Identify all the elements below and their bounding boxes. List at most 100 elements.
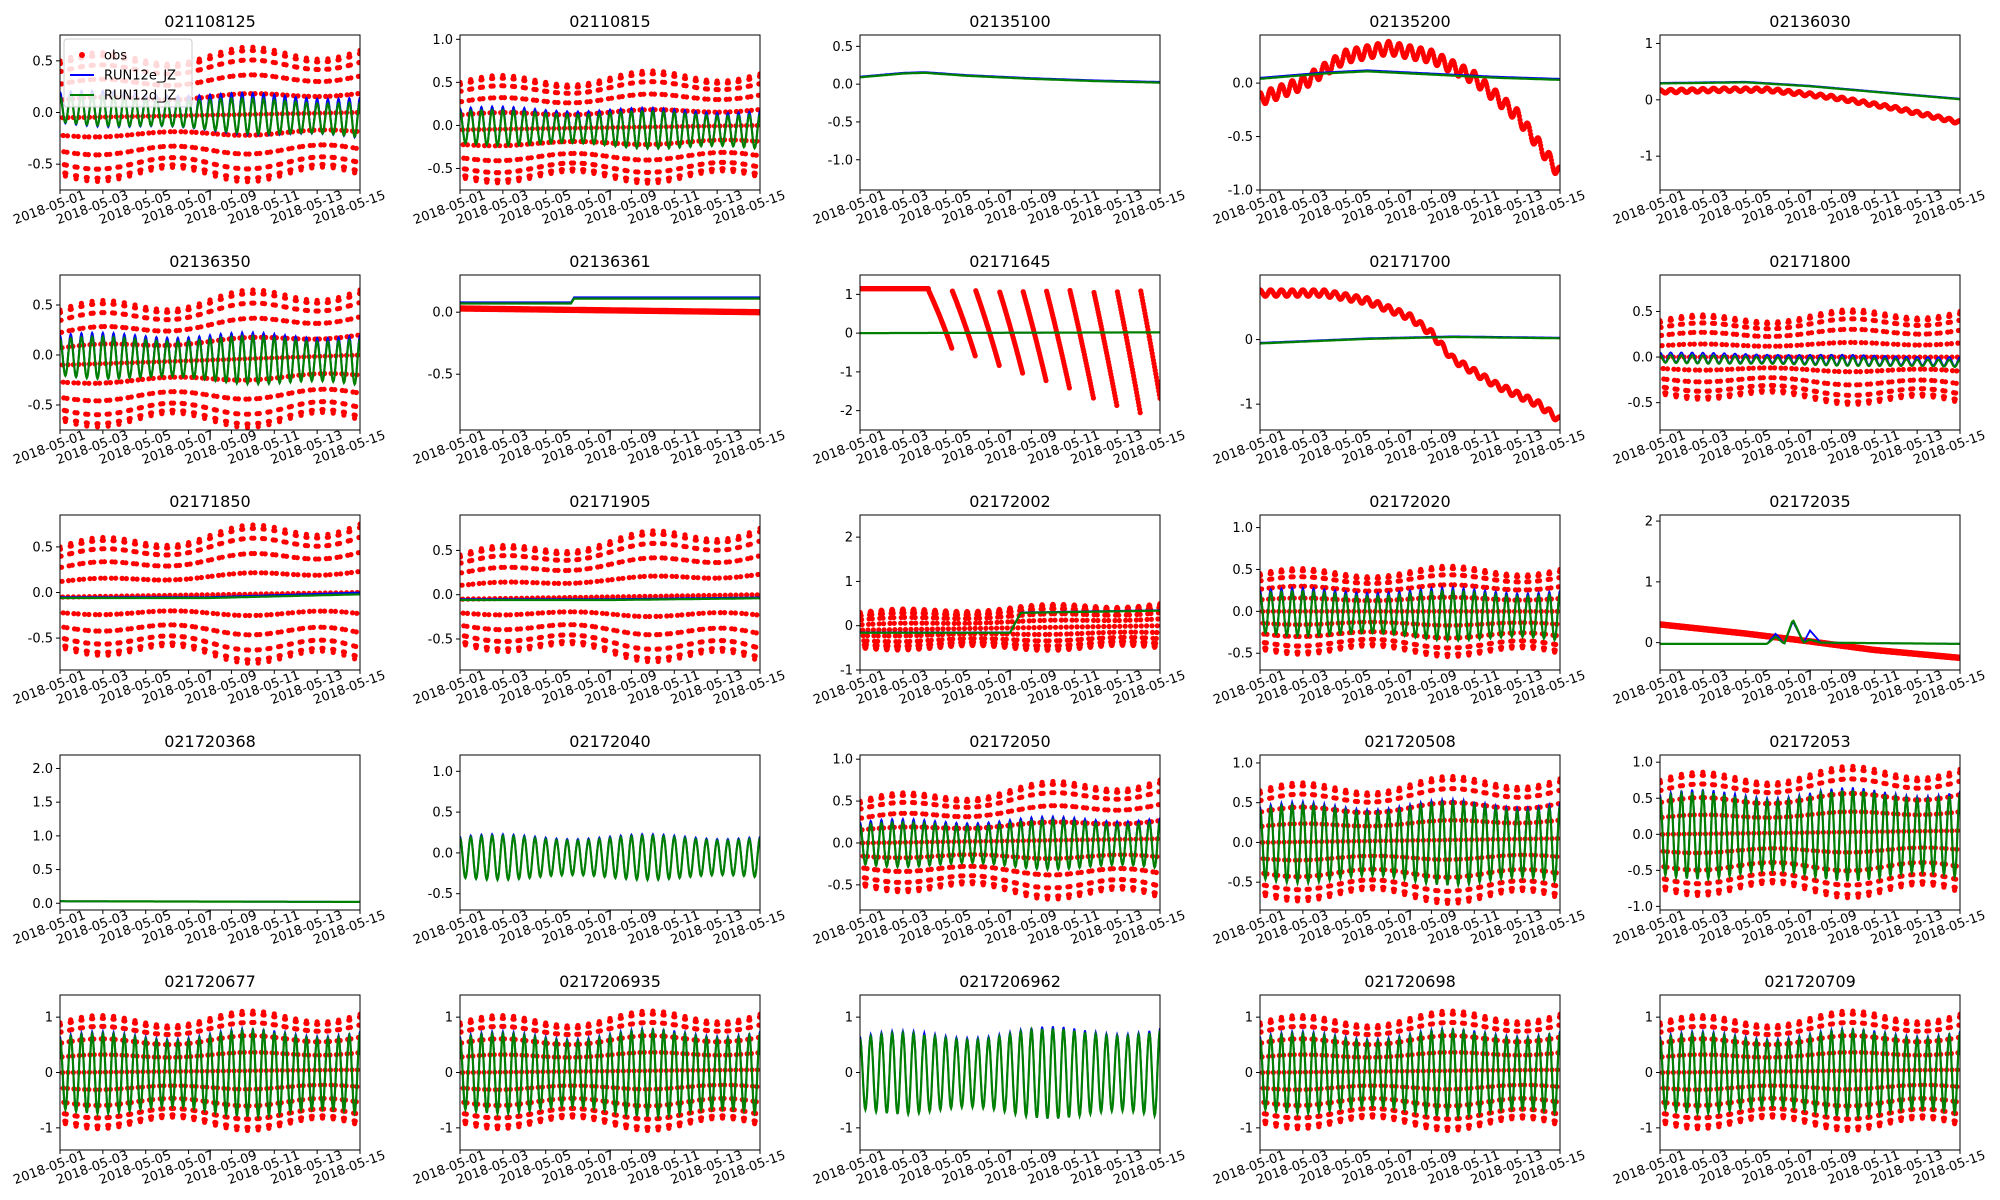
obs-point: [60, 379, 66, 385]
series-run12e-jz: [460, 296, 760, 304]
obs-point: [160, 401, 166, 407]
y-tick-label: 0.0: [832, 78, 853, 93]
obs-point: [214, 131, 221, 137]
obs-point: [284, 318, 290, 324]
obs-point: [555, 99, 561, 106]
obs-point: [1712, 320, 1718, 326]
obs-point: [1805, 341, 1811, 348]
obs-point: [236, 612, 242, 618]
obs-point: [250, 290, 256, 296]
obs-point: [479, 77, 485, 83]
obs-point: [262, 58, 268, 64]
obs-point: [256, 175, 262, 181]
obs-point: [90, 310, 96, 316]
obs-point: [261, 526, 267, 532]
obs-point: [532, 80, 539, 86]
obs-point: [1856, 399, 1862, 405]
axes-frame: [59, 274, 361, 431]
obs-point: [71, 133, 77, 139]
obs-point: [1776, 325, 1782, 331]
obs-point: [262, 551, 268, 557]
obs-point: [262, 536, 268, 542]
obs-point: [321, 154, 327, 160]
obs-point: [218, 296, 224, 302]
y-tick-label: -0.5: [428, 368, 453, 383]
obs-point: [560, 160, 566, 166]
obs-point: [241, 570, 247, 576]
obs-point: [755, 92, 760, 98]
obs-point: [650, 71, 657, 77]
obs-point: [1937, 330, 1943, 336]
obs-point: [1741, 342, 1747, 349]
obs-point: [128, 626, 134, 632]
obs-point: [85, 627, 91, 634]
obs-point: [323, 93, 329, 99]
obs-point: [166, 563, 172, 569]
obs-point: [101, 323, 108, 330]
obs-point: [474, 168, 480, 174]
obs-point: [257, 612, 263, 618]
obs-point: [517, 156, 524, 162]
obs-point: [355, 91, 360, 97]
obs-point: [1926, 331, 1933, 337]
obs-point: [280, 571, 286, 577]
obs-point: [272, 528, 278, 534]
obs-point: [1696, 388, 1702, 394]
obs-point: [1777, 343, 1783, 349]
obs-point: [107, 397, 113, 403]
obs-point: [704, 79, 710, 85]
obs-point: [114, 133, 120, 139]
obs-point: [182, 389, 188, 395]
obs-point: [138, 636, 144, 642]
obs-point: [139, 146, 145, 152]
obs-point: [210, 131, 216, 137]
obs-point: [538, 164, 545, 170]
obs-point: [294, 319, 300, 325]
obs-point: [485, 169, 491, 175]
y-tick-label: 0: [1245, 333, 1253, 348]
plot-area: [60, 521, 360, 666]
obs-point: [134, 576, 140, 582]
obs-point: [219, 540, 225, 546]
obs-point: [726, 86, 732, 92]
obs-point: [191, 410, 198, 416]
obs-point: [1883, 319, 1889, 325]
obs-point: [1851, 316, 1857, 322]
obs-point: [1831, 340, 1837, 346]
obs-point: [1766, 343, 1772, 349]
obs-point: [84, 175, 90, 181]
obs-point: [154, 544, 160, 551]
obs-point: [209, 557, 215, 563]
obs-point: [737, 95, 743, 101]
obs-point: [123, 576, 129, 582]
obs-point: [107, 151, 113, 157]
legend-marker-obs: [79, 52, 85, 58]
obs-point: [356, 60, 360, 66]
obs-point: [85, 640, 91, 646]
subplot-title: 02171700: [1369, 252, 1450, 271]
obs-point: [134, 561, 140, 567]
obs-point: [118, 379, 124, 385]
obs-point: [1716, 393, 1723, 399]
obs-point: [527, 173, 533, 179]
obs-point: [506, 169, 512, 175]
obs-point: [1772, 365, 1778, 371]
obs-point: [301, 572, 307, 578]
obs-point: [1846, 382, 1852, 388]
obs-point: [1707, 379, 1713, 385]
obs-point: [159, 162, 165, 169]
obs-point: [60, 81, 65, 87]
axes-frame: [859, 274, 1161, 431]
obs-point: [209, 573, 215, 579]
obs-point: [310, 387, 316, 393]
y-tick-label: -1.0: [828, 153, 853, 168]
obs-point: [84, 648, 90, 654]
obs-point: [132, 541, 139, 547]
obs-point: [278, 629, 284, 635]
plot-area: [460, 68, 760, 186]
obs-point: [171, 389, 177, 395]
obs-point: [143, 543, 149, 549]
obs-point: [352, 167, 358, 173]
obs-point: [341, 164, 348, 170]
